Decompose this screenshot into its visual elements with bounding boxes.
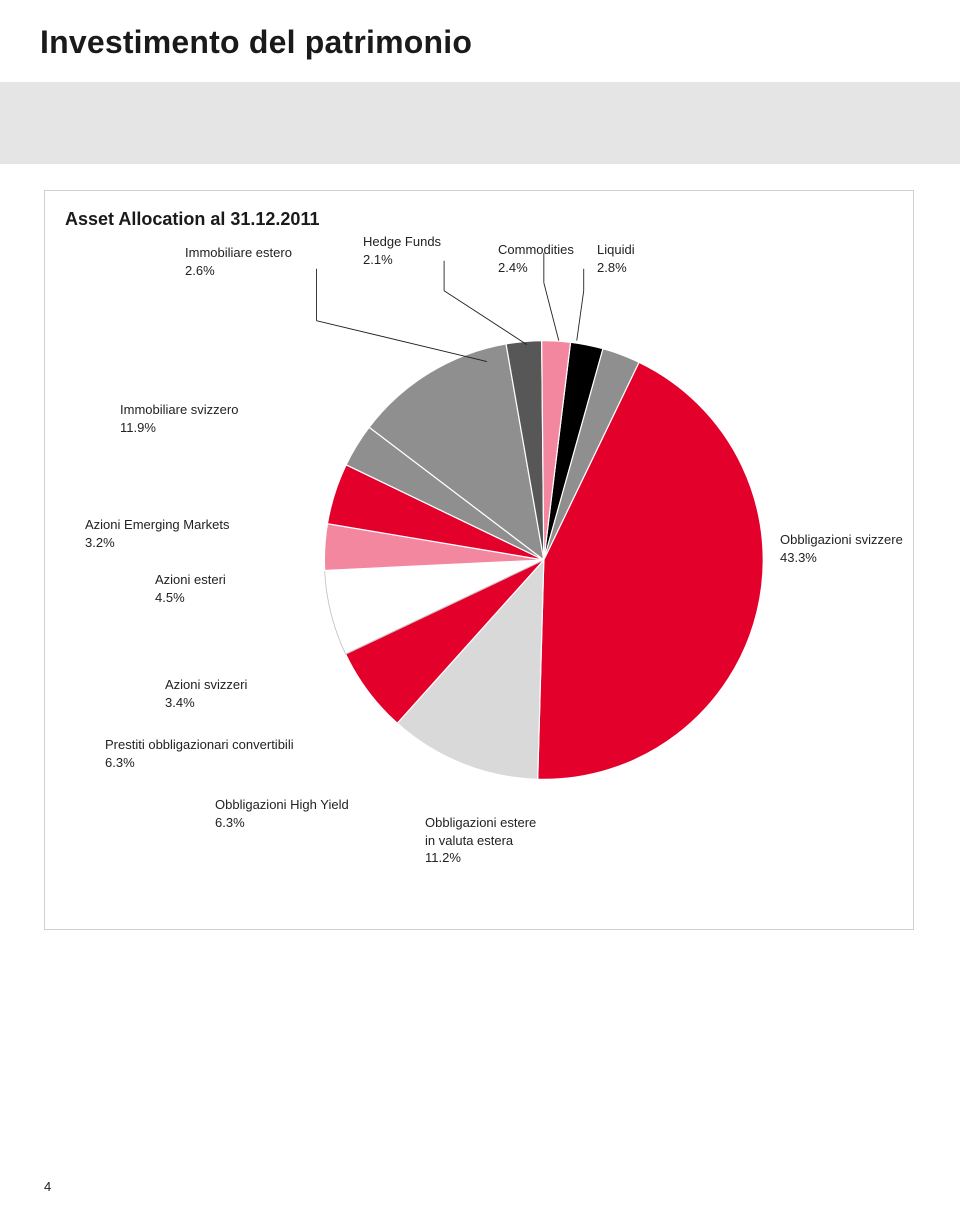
page-title: Investimento del patrimonio bbox=[40, 24, 472, 61]
slice-label-azioni_em: Azioni Emerging Markets3.2% bbox=[85, 516, 230, 551]
slice-label-liquidi: Liquidi2.8% bbox=[597, 241, 635, 276]
leader-line bbox=[444, 291, 527, 345]
leader-line bbox=[577, 291, 584, 341]
slice-label-value: 43.3% bbox=[780, 549, 903, 567]
slice-label-text: Obbligazioni svizzere bbox=[780, 531, 903, 549]
slice-label-text: Immobiliare svizzero bbox=[120, 401, 238, 419]
asset-allocation-card: Asset Allocation al 31.12.2011 Commoditi… bbox=[44, 190, 914, 930]
slice-label-value: 2.1% bbox=[363, 251, 441, 269]
slice-label-text: Azioni esteri bbox=[155, 571, 226, 589]
slice-label-text: Obbligazioni esterein valuta estera bbox=[425, 814, 536, 849]
slice-label-commodities: Commodities2.4% bbox=[498, 241, 574, 276]
slice-label-value: 2.6% bbox=[185, 262, 292, 280]
slice-label-azioni_svizzeri: Azioni svizzeri3.4% bbox=[165, 676, 247, 711]
slice-label-obbl_hy: Obbligazioni High Yield6.3% bbox=[215, 796, 349, 831]
slice-label-value: 4.5% bbox=[155, 589, 226, 607]
slice-label-text: Liquidi bbox=[597, 241, 635, 259]
slice-label-obbl_svizzere: Obbligazioni svizzere43.3% bbox=[780, 531, 903, 566]
slice-label-obbl_estere: Obbligazioni esterein valuta estera11.2% bbox=[425, 814, 536, 867]
page-number: 4 bbox=[44, 1179, 51, 1194]
slice-label-value: 2.4% bbox=[498, 259, 574, 277]
slice-label-hedge_funds: Hedge Funds2.1% bbox=[363, 233, 441, 268]
slice-label-value: 11.2% bbox=[425, 849, 536, 867]
slice-label-prestiti_conv: Prestiti obbligazionari convertibili6.3% bbox=[105, 736, 294, 771]
slice-label-text: Hedge Funds bbox=[363, 233, 441, 251]
slice-label-text: Immobiliare estero bbox=[185, 244, 292, 262]
slice-label-text: Commodities bbox=[498, 241, 574, 259]
slice-label-text: Azioni Emerging Markets bbox=[85, 516, 230, 534]
slice-label-text: Obbligazioni High Yield bbox=[215, 796, 349, 814]
slice-label-immob_estero: Immobiliare estero2.6% bbox=[185, 244, 292, 279]
slice-label-text: Prestiti obbligazionari convertibili bbox=[105, 736, 294, 754]
slice-label-value: 11.9% bbox=[120, 419, 238, 437]
slice-label-value: 6.3% bbox=[105, 754, 294, 772]
slice-label-value: 2.8% bbox=[597, 259, 635, 277]
leader-line bbox=[544, 283, 559, 341]
slice-label-value: 6.3% bbox=[215, 814, 349, 832]
slice-label-azioni_esteri: Azioni esteri4.5% bbox=[155, 571, 226, 606]
leader-line bbox=[316, 321, 487, 362]
slice-label-immob_svizzero: Immobiliare svizzero11.9% bbox=[120, 401, 238, 436]
slice-label-text: Azioni svizzeri bbox=[165, 676, 247, 694]
slice-label-value: 3.4% bbox=[165, 694, 247, 712]
header-band bbox=[0, 82, 960, 164]
slice-label-value: 3.2% bbox=[85, 534, 230, 552]
